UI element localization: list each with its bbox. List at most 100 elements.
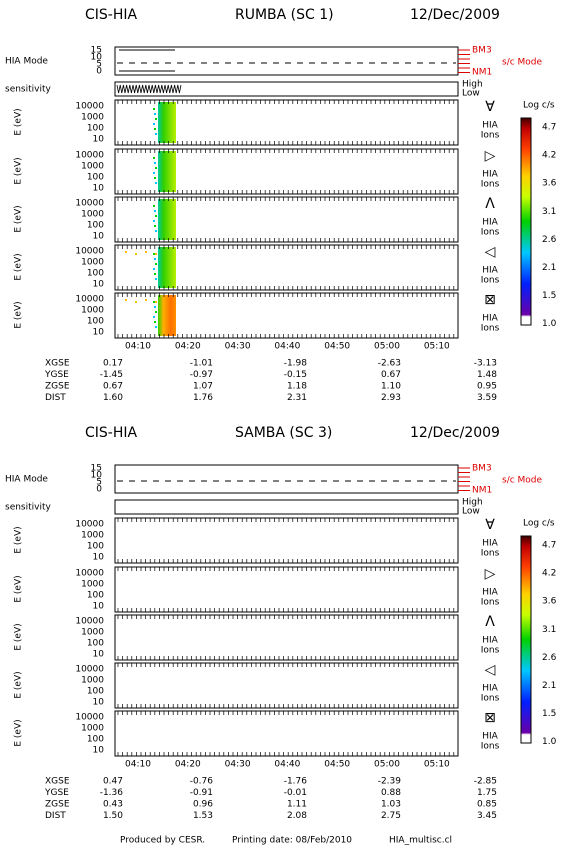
spacecraft: RUMBA (SC 1) (235, 7, 334, 23)
sensitivity-trace (116, 84, 182, 94)
axis-label: E (eV) (14, 575, 24, 602)
species-label: Ions (481, 646, 500, 656)
spectrogram (155, 133, 157, 135)
species-label: HIA (482, 170, 498, 180)
panel-frame (114, 517, 459, 564)
energy-tick: 1000 (81, 306, 104, 316)
spectrogram (154, 113, 156, 115)
orbit-value: 0.43 (103, 800, 123, 810)
time-tick: 04:40 (274, 342, 300, 352)
mode-label: HIA Mode (5, 475, 48, 485)
energy-tick: 1000 (81, 580, 104, 590)
spectrogram (153, 220, 155, 222)
species-symbol: ▷ (485, 566, 496, 582)
orbit-label: DIST (45, 393, 66, 403)
orbit-value: 3.59 (477, 393, 497, 403)
energy-tick: 10 (93, 553, 105, 563)
orbit-value: -0.01 (284, 788, 307, 798)
species-label: Ions (481, 598, 500, 608)
orbit-label: XGSE (45, 359, 70, 369)
colorbar-tick: 2.1 (542, 681, 556, 691)
spectrogram (153, 108, 155, 110)
spectrogram (153, 253, 155, 255)
axis-label: E (eV) (14, 301, 24, 328)
panel-ticks (117, 149, 455, 194)
spectrogram (153, 316, 155, 318)
colorbar (520, 117, 532, 326)
orbit-value: 0.67 (381, 370, 401, 380)
panel-ticks (117, 197, 455, 242)
species-label: HIA (482, 218, 498, 228)
panel-frame (114, 566, 459, 613)
time-tick: 04:10 (125, 342, 151, 352)
species-label: Ions (481, 228, 500, 238)
spectrogram (155, 118, 157, 120)
axis-label: E (eV) (14, 205, 24, 232)
panel-frame (114, 710, 459, 757)
orbit-value: -3.13 (474, 359, 497, 369)
energy-tick: 100 (87, 221, 104, 231)
mode-tick: 10 (91, 53, 103, 63)
orbit-value: 0.95 (477, 382, 497, 392)
species-symbol: Λ (485, 196, 495, 212)
mode-tick: 5 (96, 478, 102, 488)
colorbar-tick: 4.7 (542, 123, 556, 133)
panel-ticks (117, 615, 455, 660)
orbit-value: 1.03 (381, 800, 401, 810)
energy-tick: 1000 (81, 210, 104, 220)
date: 12/Dec/2009 (410, 7, 500, 23)
spectrogram (155, 311, 157, 313)
panel-ticks (117, 293, 455, 338)
spectrogram (153, 157, 155, 159)
orbit-value: 1.18 (287, 382, 307, 392)
orbit-label: ZGSE (45, 382, 70, 392)
mode-panel (114, 464, 459, 494)
time-tick: 05:10 (424, 760, 450, 770)
orbit-value: 1.07 (193, 382, 213, 392)
mode-tick: 10 (91, 471, 103, 481)
time-tick: 04:50 (324, 760, 350, 770)
species-label: Ions (481, 324, 500, 334)
axis-label: E (eV) (14, 719, 24, 746)
time-tick: 04:30 (225, 342, 251, 352)
sens-high: High (462, 80, 483, 90)
panel-ticks (117, 518, 455, 563)
species-label: HIA (482, 266, 498, 276)
orbit-value: 2.75 (381, 811, 401, 821)
species-symbol: ∀ (485, 99, 495, 115)
colorbar-tick: 3.1 (542, 625, 556, 635)
panel-frame (114, 148, 459, 195)
energy-tick: 10 (93, 280, 105, 290)
mode-panel (114, 46, 459, 76)
spectrogram (154, 273, 156, 275)
spectrogram (154, 210, 156, 212)
energy-tick: 1000 (81, 162, 104, 172)
orbit-value: -1.45 (100, 370, 123, 380)
spectrogram (155, 215, 157, 217)
spectrogram (145, 251, 147, 253)
species-label: Ions (481, 694, 500, 704)
panel-ticks (117, 245, 455, 290)
spectrogram (154, 306, 156, 308)
time-tick: 05:00 (374, 760, 400, 770)
energy-tick: 10 (93, 232, 105, 242)
mode-high: BM3 (472, 464, 492, 474)
energy-tick: 100 (87, 269, 104, 279)
mode-tick: 0 (96, 67, 102, 77)
energy-tick: 10000 (75, 665, 104, 675)
axis-label: E (eV) (14, 623, 24, 650)
mode-tick: 0 (96, 485, 102, 495)
panel-frame (114, 614, 459, 661)
spectrogram (158, 151, 176, 192)
colorbar-tick: 1.5 (542, 291, 556, 301)
spectrogram (153, 172, 155, 174)
axis-label: E (eV) (14, 108, 24, 135)
spacecraft: SAMBA (SC 3) (235, 425, 332, 441)
energy-tick: 10 (93, 698, 105, 708)
colorbar-tick: 4.7 (542, 541, 556, 551)
colorbar-tick: 2.1 (542, 263, 556, 273)
species-label: HIA (482, 636, 498, 646)
spectrogram (125, 299, 127, 301)
energy-tick: 100 (87, 591, 104, 601)
instrument: CIS-HIA (85, 7, 137, 23)
